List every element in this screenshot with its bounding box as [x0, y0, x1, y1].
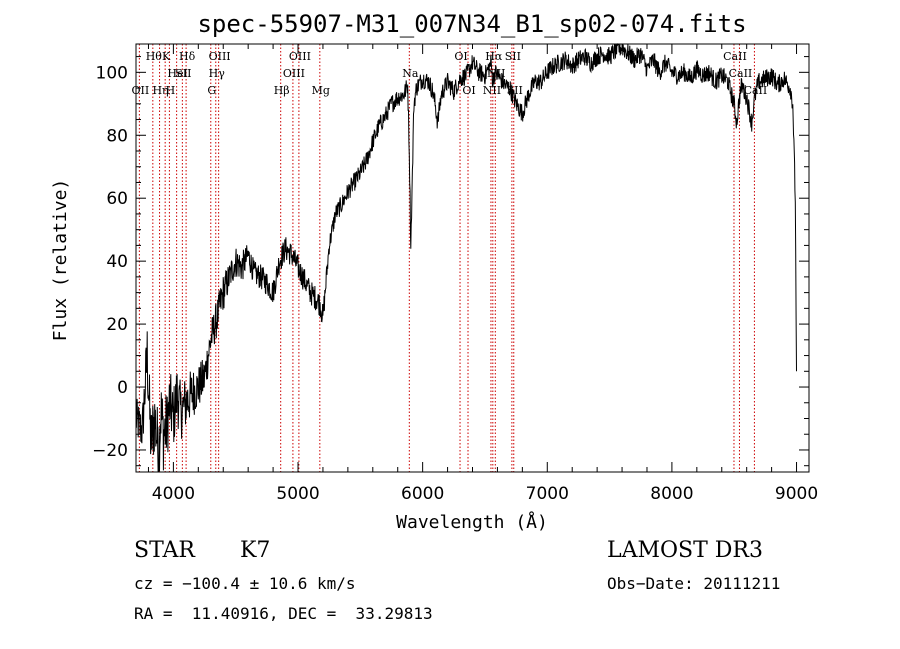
line-label: Hα: [485, 50, 503, 63]
coordinates: RA = 11.40916, DEC = 33.29813: [134, 604, 433, 623]
line-label: Na: [402, 67, 419, 80]
y-tick-label: 0: [117, 378, 128, 398]
line-label: NII: [483, 84, 501, 97]
object-subclass: K7: [240, 538, 271, 563]
x-tick-label: 7000: [526, 484, 569, 504]
line-label: Hδ: [179, 50, 196, 63]
y-axis-label: Flux (relative): [50, 179, 71, 342]
line-label: OI: [454, 50, 467, 63]
line-label: HeI: [167, 67, 187, 80]
line-label: CaII: [723, 50, 747, 63]
x-tick-label: 8000: [650, 484, 693, 504]
x-tick-label: 4000: [152, 484, 195, 504]
observation-date: Obs−Date: 20111211: [607, 574, 781, 593]
line-label: H: [166, 84, 176, 97]
spectrum-line: [135, 43, 797, 473]
line-label: SII: [505, 50, 521, 63]
line-label: Hγ: [209, 67, 226, 80]
line-label: Hη: [152, 84, 168, 97]
y-tick-label: −20: [92, 441, 128, 461]
chart-title: spec-55907-M31_007N34_B1_sp02-074.fits: [197, 10, 746, 38]
y-tick-label: 60: [106, 189, 128, 209]
line-label: Mg: [312, 84, 330, 97]
line-label: SII: [175, 67, 191, 80]
line-label: OI: [462, 84, 475, 97]
line-label: OIII: [289, 50, 311, 63]
x-tick-label: 9000: [775, 484, 818, 504]
line-label: OIII: [209, 50, 231, 63]
redshift-velocity: cz = −100.4 ± 10.6 km/s: [134, 574, 356, 593]
x-tick-label: 6000: [401, 484, 444, 504]
x-tick-label: 5000: [276, 484, 319, 504]
x-axis-ticks: 4000 5000 6000 7000 8000 9000: [147, 44, 818, 504]
y-tick-label: 40: [106, 252, 128, 272]
line-label: K: [162, 50, 171, 63]
line-label: Hβ: [274, 84, 290, 97]
line-label: G: [207, 84, 216, 97]
spectral-line-markers: [138, 44, 755, 472]
y-tick-label: 100: [96, 63, 128, 83]
object-class: STAR: [134, 538, 195, 563]
spectral-line-labels: OIIHθHηKHHeISIIHδGHγOIIIHβOIIIOIIIMgNaOI…: [132, 50, 768, 97]
y-tick-label: 20: [106, 315, 128, 335]
y-axis-ticks: −20 0 20 40 60 80 100: [92, 56, 809, 467]
line-label: OII: [132, 84, 150, 97]
survey-name: LAMOST DR3: [607, 538, 763, 563]
line-label: OIII: [283, 67, 305, 80]
y-tick-label: 80: [106, 126, 128, 146]
line-label: Hθ: [146, 50, 163, 63]
line-label: CaII: [729, 67, 753, 80]
x-axis-label: Wavelength (Å): [396, 511, 548, 533]
